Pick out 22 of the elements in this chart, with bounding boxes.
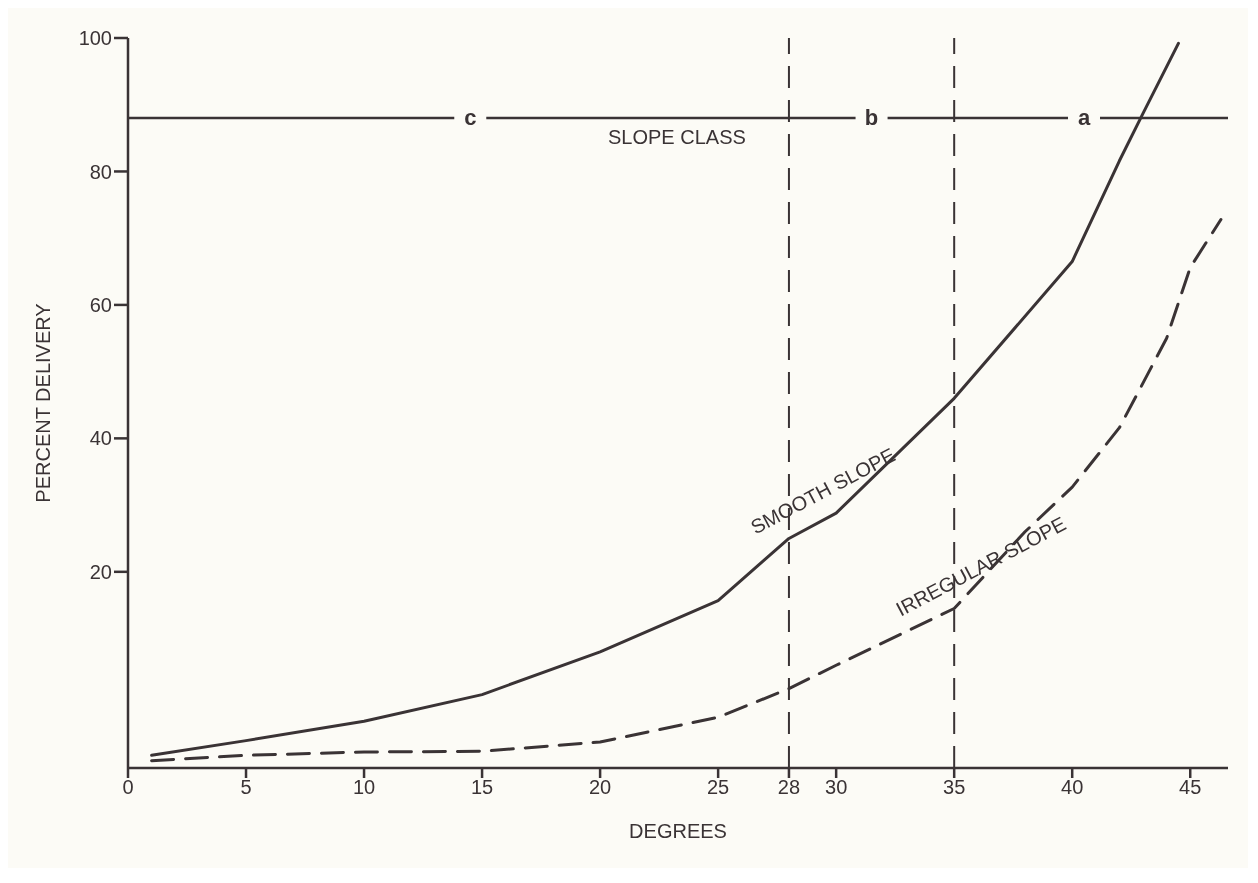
x-tick-label: 35 [943, 776, 966, 799]
y-tick-label: 20 [89, 560, 112, 583]
x-tick-label: 10 [352, 776, 376, 799]
y-tick-label: 80 [89, 160, 112, 183]
x-tick-label: 30 [825, 776, 848, 799]
annotation: a [1077, 105, 1091, 131]
x-tick-label: 25 [707, 776, 730, 799]
y-tick-label: 100 [78, 27, 112, 50]
x-tick-label: 45 [1179, 776, 1202, 799]
x-tick-label: 28 [777, 776, 801, 799]
x-tick-label: 40 [1061, 776, 1084, 799]
annotation: SLOPE CLASS [608, 126, 746, 149]
x-tick-label: 5 [240, 776, 252, 799]
x-axis-title: DEGREES [629, 820, 727, 842]
x-tick-label: 15 [470, 776, 494, 799]
x-tick-label: 0 [122, 776, 134, 799]
y-axis-title: PERCENT DELIVERY [32, 303, 55, 503]
y-tick-label: 40 [89, 427, 112, 450]
x-tick-label: 20 [588, 776, 612, 799]
annotation: c [464, 105, 477, 131]
y-tick-label: 60 [89, 294, 112, 317]
annotation: b [864, 105, 879, 131]
